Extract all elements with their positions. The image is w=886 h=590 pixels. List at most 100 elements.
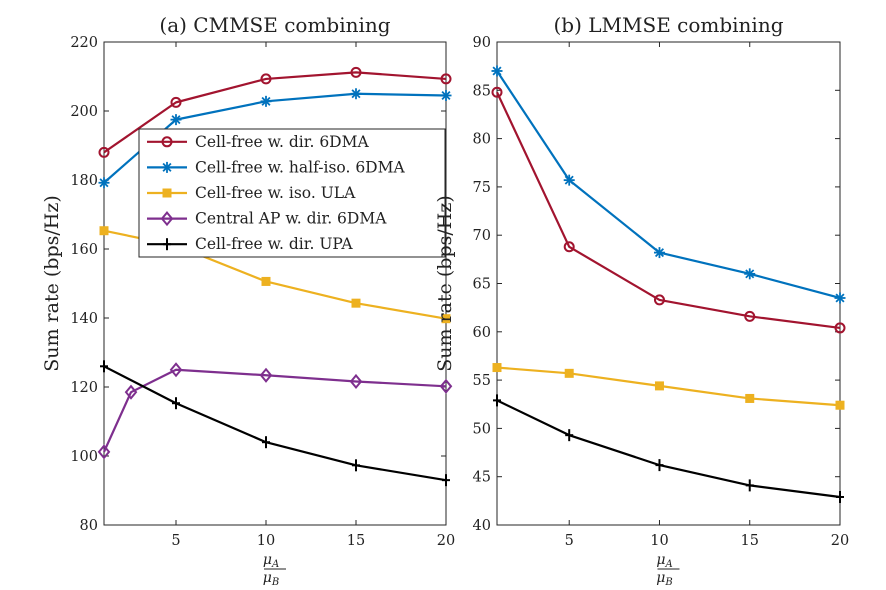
series-a-4-point xyxy=(100,360,108,373)
series-b-3-point xyxy=(655,459,664,472)
series-b-0-point xyxy=(491,86,503,98)
legend-box xyxy=(138,128,446,258)
series-a-1-point xyxy=(350,88,362,100)
y-tick-label-a: 180 xyxy=(70,173,98,189)
y-tick-label-b: 45 xyxy=(473,470,491,486)
y-tick-label-b: 85 xyxy=(473,83,491,99)
x-tick-label-a: 20 xyxy=(437,533,455,549)
series-a-0 xyxy=(98,66,452,158)
legend-label: Cell-free w. dir. 6DMA xyxy=(195,133,369,151)
y-tick-label-b: 80 xyxy=(473,132,491,148)
series-a-4-point xyxy=(442,474,450,487)
series-a-3-point xyxy=(439,378,453,394)
panel-a: 80 100 120 140 160 180 200 220 5 10 15 20 (a) CMMSE … xyxy=(41,13,455,588)
legend-label: Central AP w. dir. 6DMA xyxy=(195,210,387,228)
series-b-3-point xyxy=(745,479,754,492)
series-b-1-point xyxy=(834,292,846,304)
y-axis-label-a: Sum rate (bps/Hz) xyxy=(41,195,63,372)
panel-b: 40 45 50 55 60 65 70 75 80 85 90 5 10 15 20 (b) LMMSE c… xyxy=(434,13,849,588)
y-tick-label-b: 75 xyxy=(473,180,491,196)
y-tick-label-b: 90 xyxy=(473,35,491,51)
y-tick-label-a: 140 xyxy=(70,311,98,327)
series-a-4-point xyxy=(352,459,360,472)
series-a-0-point xyxy=(350,66,362,78)
series-a-1-point xyxy=(260,95,272,107)
series-a-1-point xyxy=(440,89,452,101)
y-tick-label-b: 55 xyxy=(473,373,491,389)
series-b-3-point xyxy=(836,490,844,503)
legend-marker xyxy=(160,211,174,227)
x-tick-label-b: 15 xyxy=(741,533,759,549)
y-axis-label-b: Sum rate (bps/Hz) xyxy=(434,195,456,372)
legend-entry: Cell-free w. dir. 6DMA xyxy=(147,133,369,151)
series-b-3-point xyxy=(565,429,574,442)
series-a-3-line xyxy=(102,368,447,453)
x-tick-label-a: 10 xyxy=(257,533,275,549)
series-b-1 xyxy=(491,65,846,304)
y-tick-label-a: 220 xyxy=(70,35,98,51)
series-b-2-point xyxy=(745,393,755,403)
series-a-0-line xyxy=(103,71,447,154)
series-a-0-point xyxy=(98,146,110,158)
y-tick-label-b: 65 xyxy=(473,277,491,293)
series-a-3-point xyxy=(169,362,183,378)
legend-label: Cell-free w. half-iso. 6DMA xyxy=(195,158,405,176)
series-a-3-point xyxy=(124,384,138,400)
series-b-1-point xyxy=(491,65,503,77)
series-b-0-line xyxy=(496,91,841,330)
legend-marker xyxy=(161,161,173,173)
series-a-2-point xyxy=(261,276,271,286)
series-b-1-point xyxy=(563,174,575,186)
y-tick-label-b: 60 xyxy=(473,325,491,341)
legend-marker xyxy=(162,188,172,198)
x-tick-label-b: 20 xyxy=(831,533,849,549)
legend-label: Cell-free w. dir. UPA xyxy=(195,235,353,253)
y-tick-label-a: 160 xyxy=(70,242,98,258)
legend-marker xyxy=(163,238,171,251)
y-tick-label-b: 70 xyxy=(473,228,491,244)
series-a-4-point xyxy=(172,397,180,410)
series-b-1-point xyxy=(744,268,756,280)
series-b-2 xyxy=(492,363,845,410)
series-a-0-point xyxy=(440,73,452,85)
x-tick-label-b: 10 xyxy=(650,533,668,549)
series-a-4 xyxy=(100,360,450,487)
series-b-2-point xyxy=(564,368,574,378)
series-b-2-point xyxy=(492,363,502,373)
y-tick-label-a: 80 xyxy=(80,518,98,534)
series-b-0-point xyxy=(834,322,846,334)
series-b-3-point xyxy=(493,394,501,407)
series-a-1-point xyxy=(170,114,182,126)
legend-entry: Cell-free w. dir. UPA xyxy=(147,235,353,253)
series-b-1-point xyxy=(653,247,665,259)
x-tick-label-b: 5 xyxy=(565,533,574,549)
x-label-numerator-b: μA xyxy=(656,552,672,570)
y-tick-label-b: 40 xyxy=(473,518,491,534)
series-a-2-point xyxy=(441,314,451,324)
series-a-3-point xyxy=(349,373,363,390)
series-b-2-point xyxy=(654,381,664,391)
series-b-0-point xyxy=(744,310,756,322)
series-b-0-point xyxy=(653,294,665,306)
y-tick-label-b: 50 xyxy=(473,421,491,437)
series-a-3-point xyxy=(97,444,111,460)
legend-marker xyxy=(161,136,173,148)
series-a-0-point xyxy=(260,73,272,85)
y-tick-label-a: 200 xyxy=(70,104,98,120)
x-tick-label-a: 5 xyxy=(171,533,180,549)
legend-label: Cell-free w. iso. ULA xyxy=(195,184,356,202)
series-a-3-point xyxy=(259,367,273,383)
series-a-0-point xyxy=(170,96,182,108)
series-a-2-point xyxy=(351,298,361,308)
series-a-4-point xyxy=(262,436,270,449)
series-b-3 xyxy=(493,394,844,503)
y-tick-label-a: 120 xyxy=(70,380,98,396)
chart-title-b: (b) LMMSE combining xyxy=(553,13,783,37)
x-label-denominator-a: μB xyxy=(263,570,279,588)
legend-entry: Central AP w. dir. 6DMA xyxy=(147,210,387,228)
x-label-denominator-b: μB xyxy=(656,570,672,588)
series-a-3 xyxy=(97,362,453,460)
